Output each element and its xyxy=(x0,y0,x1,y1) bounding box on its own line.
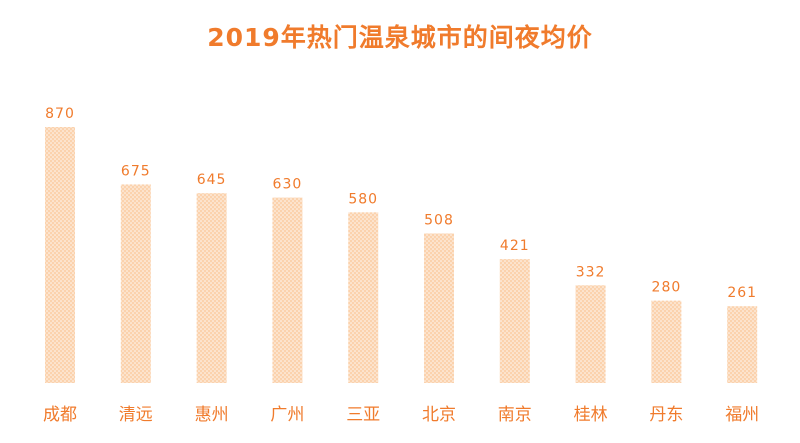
data-label: 630 xyxy=(273,177,303,193)
bar xyxy=(348,212,379,383)
bar xyxy=(272,197,303,383)
x-tick-label: 惠州 xyxy=(195,405,229,425)
x-tick-label: 清远 xyxy=(119,405,153,425)
data-label: 280 xyxy=(652,280,682,296)
bars-group xyxy=(45,127,758,383)
value-labels-group: 870 675 645 630 580 508 421 332 280 261 xyxy=(45,106,757,301)
x-tick-label: 福州 xyxy=(725,405,759,425)
x-tick-label: 丹东 xyxy=(649,405,683,425)
data-label: 421 xyxy=(500,238,530,254)
bar xyxy=(45,127,75,383)
bar xyxy=(120,184,151,383)
data-label: 261 xyxy=(727,285,757,301)
data-label: 580 xyxy=(348,191,378,207)
x-tick-label: 桂林 xyxy=(574,405,608,425)
bar xyxy=(499,259,530,383)
data-label: 508 xyxy=(424,213,454,229)
data-label: 870 xyxy=(45,106,75,122)
x-tick-label: 三亚 xyxy=(346,405,380,425)
chart-title: 2019年热门温泉城市的间夜均价 xyxy=(207,23,593,52)
bar xyxy=(196,193,227,383)
data-label: 332 xyxy=(576,264,606,280)
data-label: 675 xyxy=(121,163,151,179)
data-label: 645 xyxy=(197,172,227,188)
x-tick-labels-group: 成都 清远 惠州 广州 三亚 北京 南京 桂林 丹东 福州 xyxy=(43,405,759,425)
x-tick-label: 北京 xyxy=(422,405,456,425)
x-tick-label: 成都 xyxy=(43,405,77,425)
bar xyxy=(575,285,606,383)
bar xyxy=(727,306,758,383)
bar xyxy=(651,300,682,383)
bar xyxy=(424,233,454,383)
x-tick-label: 广州 xyxy=(270,405,304,425)
x-tick-label: 南京 xyxy=(498,405,532,425)
